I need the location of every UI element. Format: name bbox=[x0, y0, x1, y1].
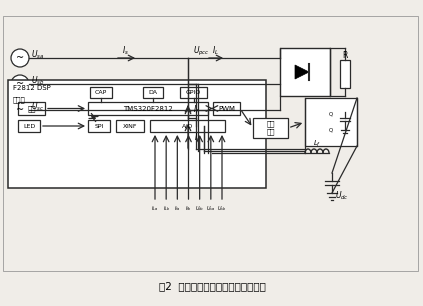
Text: ~: ~ bbox=[16, 105, 24, 115]
Text: Q: Q bbox=[329, 128, 333, 132]
Text: $U_{sa}$: $U_{sa}$ bbox=[206, 204, 215, 213]
Text: A/D: A/D bbox=[182, 124, 193, 129]
Bar bbox=[3, 16, 418, 271]
Bar bbox=[340, 60, 350, 88]
Bar bbox=[180, 87, 207, 98]
Text: $I_{fb}$: $I_{fb}$ bbox=[185, 204, 192, 213]
Text: Q: Q bbox=[329, 111, 333, 117]
Text: $U_{sc}$: $U_{sc}$ bbox=[31, 101, 44, 113]
Text: ~: ~ bbox=[16, 53, 24, 63]
Text: LED: LED bbox=[23, 124, 35, 129]
Text: DA: DA bbox=[148, 90, 157, 95]
Text: $U_{pcc}$: $U_{pcc}$ bbox=[193, 44, 210, 58]
Bar bbox=[143, 87, 163, 98]
Text: $I_f$: $I_f$ bbox=[194, 132, 201, 144]
Text: $U_{sa}$: $U_{sa}$ bbox=[31, 49, 44, 61]
Bar bbox=[8, 80, 266, 188]
Text: $U_{dc}$: $U_{dc}$ bbox=[335, 190, 349, 202]
Text: F2812 DSP: F2812 DSP bbox=[13, 85, 51, 91]
Bar bbox=[88, 120, 110, 132]
Text: XINF: XINF bbox=[123, 124, 137, 129]
Text: PWM: PWM bbox=[218, 106, 235, 111]
Text: $I_L$: $I_L$ bbox=[212, 45, 218, 57]
Text: $L_f$: $L_f$ bbox=[313, 139, 321, 149]
Text: $I_{fa}$: $I_{fa}$ bbox=[174, 204, 181, 213]
Bar bbox=[116, 120, 144, 132]
Bar bbox=[18, 102, 45, 115]
Text: $I_{Lb}$: $I_{Lb}$ bbox=[162, 204, 170, 213]
Text: 图2  三相并联型有源电力滤波器系统: 图2 三相并联型有源电力滤波器系统 bbox=[159, 281, 266, 291]
Text: GPIO: GPIO bbox=[186, 90, 201, 95]
Bar bbox=[280, 48, 330, 96]
Text: 电路: 电路 bbox=[266, 129, 275, 135]
Circle shape bbox=[11, 49, 29, 67]
Bar bbox=[88, 102, 208, 115]
Text: 键盘: 键盘 bbox=[27, 105, 36, 112]
Text: TMS320F2812: TMS320F2812 bbox=[123, 106, 173, 111]
Text: $I_f$: $I_f$ bbox=[193, 104, 200, 116]
Bar bbox=[213, 102, 240, 115]
Bar bbox=[90, 87, 112, 98]
Text: 驱动: 驱动 bbox=[266, 121, 275, 127]
Bar bbox=[253, 118, 288, 138]
Text: $U_{dc}$: $U_{dc}$ bbox=[195, 204, 204, 213]
Text: $U_{sb}$: $U_{sb}$ bbox=[217, 204, 227, 213]
Text: CAP: CAP bbox=[95, 90, 107, 95]
Bar bbox=[150, 120, 225, 132]
Text: 控制板: 控制板 bbox=[13, 96, 26, 103]
Circle shape bbox=[11, 101, 29, 119]
Bar bbox=[18, 120, 40, 132]
Polygon shape bbox=[295, 65, 309, 79]
Text: SPI: SPI bbox=[94, 124, 104, 129]
Circle shape bbox=[11, 75, 29, 93]
Text: ~: ~ bbox=[16, 79, 24, 89]
Bar bbox=[305, 98, 357, 146]
Text: $I_s$: $I_s$ bbox=[121, 45, 129, 57]
Text: $U_{sb}$: $U_{sb}$ bbox=[31, 75, 44, 87]
Text: $I_{La}$: $I_{La}$ bbox=[151, 204, 159, 213]
Text: R: R bbox=[342, 50, 348, 59]
